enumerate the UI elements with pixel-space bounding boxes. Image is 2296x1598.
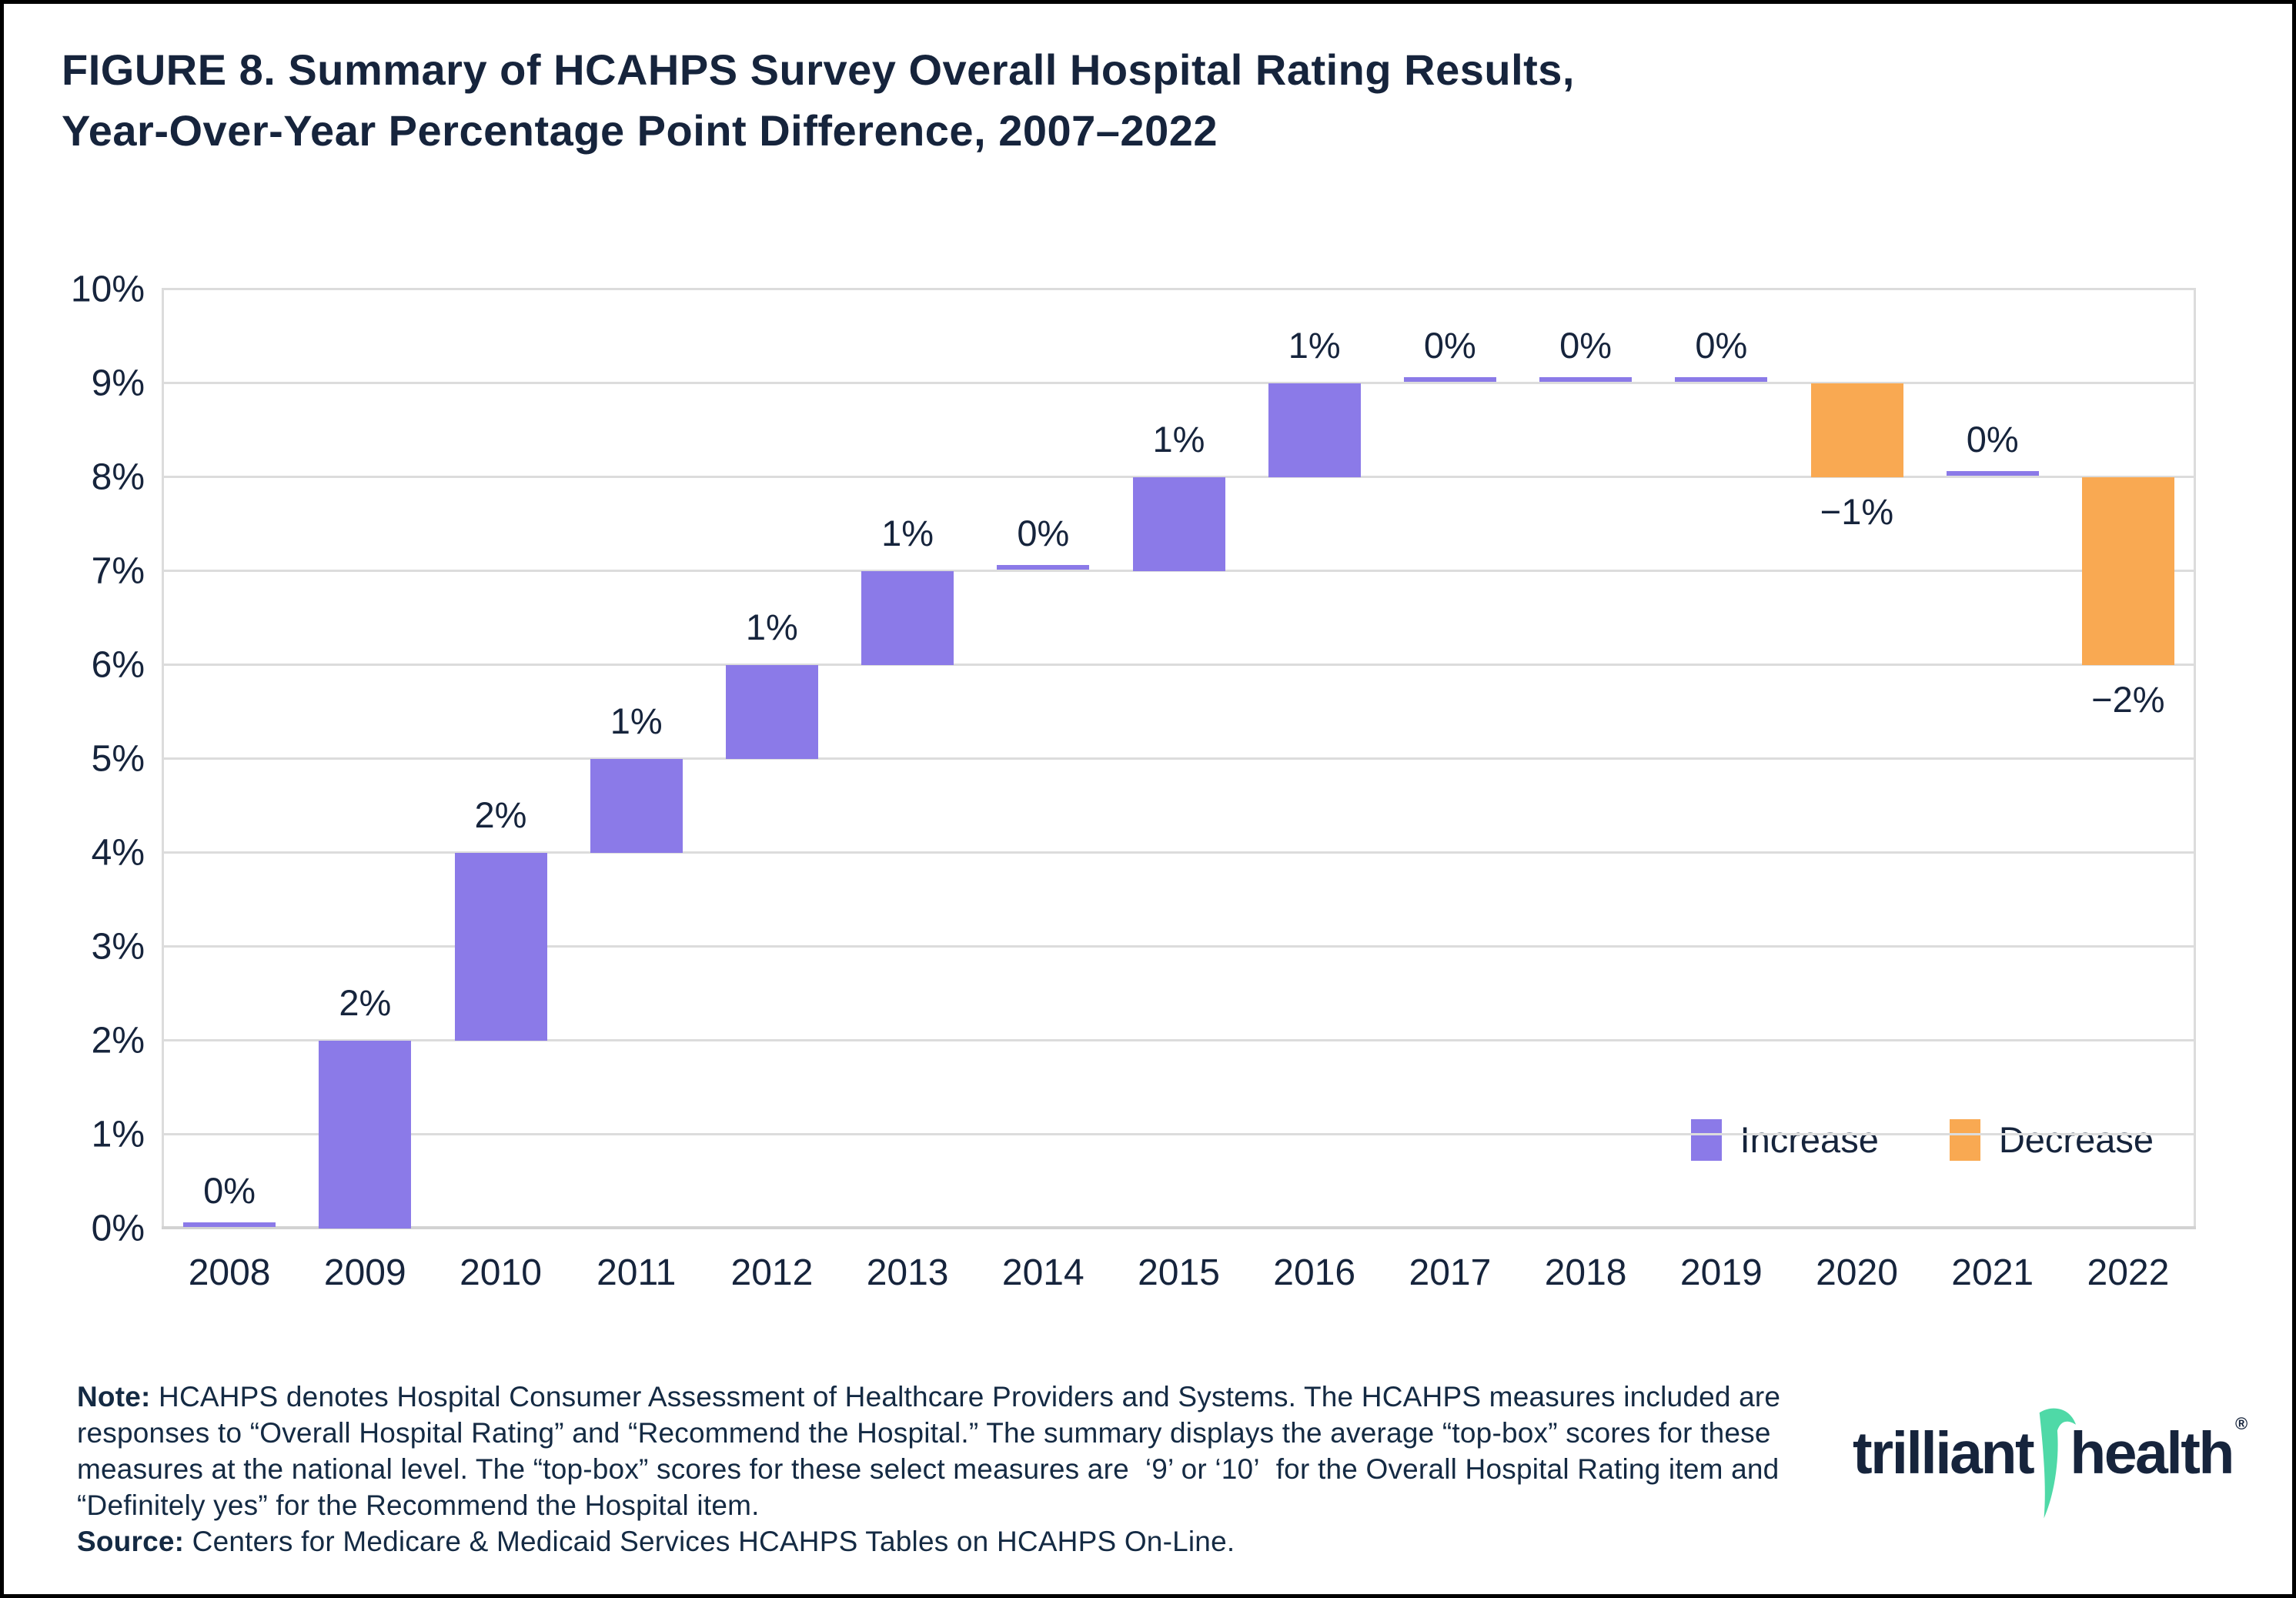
y-axis-tick-4%: 4% <box>91 832 145 874</box>
bar-2020 <box>1810 383 1903 477</box>
figure-title: FIGURE 8. Summary of HCAHPS Survey Overa… <box>62 39 1575 161</box>
bar-2016 <box>1268 383 1361 477</box>
value-label-2018: 0% <box>1559 325 1613 366</box>
bar-2009 <box>319 1041 412 1229</box>
source-label: Source: <box>77 1526 185 1557</box>
legend-label-increase: Increase <box>1740 1119 1879 1160</box>
gridline-0% <box>162 1226 2196 1229</box>
bar-2012 <box>725 665 818 759</box>
x-axis-tick-2014: 2014 <box>1001 1252 1085 1293</box>
legend-item-decrease: Decrease <box>1949 1118 2154 1161</box>
y-axis-tick-5%: 5% <box>91 738 145 780</box>
bar-2022 <box>2081 477 2174 665</box>
gridline-9% <box>162 382 2196 384</box>
value-label-2019: 0% <box>1695 325 1748 366</box>
increase-color-swatch <box>1690 1118 1722 1161</box>
zero-marker-2018 <box>1539 377 1633 382</box>
y-axis-tick-2%: 2% <box>91 1020 145 1061</box>
gridline-8% <box>162 476 2196 478</box>
note-line-2: responses to “Overall Hospital Rating” a… <box>77 1417 1771 1449</box>
logo-swoosh-icon <box>2039 1408 2077 1519</box>
note-line-3: measures at the national level. The “top… <box>77 1453 1780 1485</box>
value-label-2013: 1% <box>881 513 934 553</box>
legend-label-decrease: Decrease <box>1998 1119 2154 1160</box>
gridline-4% <box>162 851 2196 854</box>
x-axis-tick-2017: 2017 <box>1409 1252 1492 1293</box>
x-axis-tick-2013: 2013 <box>866 1252 949 1293</box>
x-axis-tick-2020: 2020 <box>1816 1252 1898 1293</box>
bar-2011 <box>590 759 683 853</box>
value-label-2021: 0% <box>1966 419 2019 460</box>
value-label-2014: 0% <box>1017 513 1070 553</box>
zero-marker-2019 <box>1675 377 1768 382</box>
y-axis-tick-8%: 8% <box>91 456 145 498</box>
source-line: Source: Centers for Medicare & Medicaid … <box>77 1526 1235 1557</box>
zero-marker-2008 <box>183 1222 276 1227</box>
note-line-4: “Definitely yes” for the Recommend the H… <box>77 1489 760 1521</box>
value-label-2010: 2% <box>474 794 527 835</box>
gridline-5% <box>162 757 2196 760</box>
value-label-2022: −2% <box>2091 679 2165 720</box>
zero-marker-2014 <box>997 565 1090 570</box>
value-label-2016: 1% <box>1288 325 1341 366</box>
x-axis-tick-2012: 2012 <box>730 1252 814 1293</box>
gridline-10% <box>162 288 2196 290</box>
x-axis-tick-2009: 2009 <box>323 1252 406 1293</box>
y-axis-tick-6%: 6% <box>91 644 145 686</box>
bar-2013 <box>861 571 954 665</box>
x-axis-tick-2018: 2018 <box>1544 1252 1627 1293</box>
value-label-2012: 1% <box>745 607 798 647</box>
note-label: Note: <box>77 1381 151 1412</box>
x-axis-tick-2022: 2022 <box>2087 1252 2170 1293</box>
x-axis-tick-2016: 2016 <box>1273 1252 1356 1293</box>
y-axis-tick-1%: 1% <box>91 1114 145 1155</box>
y-axis-tick-9%: 9% <box>91 363 145 404</box>
y-axis-tick-7%: 7% <box>91 550 145 592</box>
note-line-1: Note: HCAHPS denotes Hospital Consumer A… <box>77 1381 1781 1412</box>
chart-legend: Increase Decrease <box>1690 1118 2154 1161</box>
x-axis-tick-2019: 2019 <box>1679 1252 1763 1293</box>
x-axis-tick-2011: 2011 <box>597 1252 677 1293</box>
zero-marker-2021 <box>1946 471 2039 476</box>
value-label-2011: 1% <box>610 700 663 741</box>
x-axis-tick-2015: 2015 <box>1138 1252 1220 1293</box>
logo-word-health: health <box>2070 1419 2234 1486</box>
value-label-2020: −1% <box>1820 491 1894 532</box>
x-axis-tick-2021: 2021 <box>1951 1252 2034 1293</box>
figure-title-line1: FIGURE 8. Summary of HCAHPS Survey Overa… <box>62 45 1575 94</box>
legend-item-increase: Increase <box>1690 1118 1879 1161</box>
y-axis-tick-10%: 10% <box>70 269 145 310</box>
decrease-color-swatch <box>1949 1118 1980 1161</box>
gridline-3% <box>162 945 2196 948</box>
value-label-2017: 0% <box>1423 325 1476 366</box>
gridline-1% <box>162 1133 2196 1135</box>
value-label-2015: 1% <box>1152 419 1205 460</box>
note-block: Note: HCAHPS denotes Hospital Consumer A… <box>77 1379 1780 1560</box>
value-label-2009: 2% <box>339 982 392 1023</box>
zero-marker-2017 <box>1403 377 1496 382</box>
registered-trademark-symbol: ® <box>2234 1414 2248 1433</box>
y-axis-tick-0%: 0% <box>91 1208 145 1249</box>
waterfall-chart-plot-area: Increase Decrease 0% 1% 2% 3% 4% 5% 6% 7% 8% 9% 10… <box>71 269 2196 1293</box>
x-axis-tick-2010: 2010 <box>460 1252 542 1293</box>
y-axis-tick-3%: 3% <box>91 926 145 968</box>
gridline-2% <box>162 1039 2196 1041</box>
x-axis-tick-2008: 2008 <box>188 1252 271 1293</box>
bar-2010 <box>454 853 547 1041</box>
gridline-6% <box>162 664 2196 666</box>
bar-2015 <box>1132 477 1225 571</box>
figure-title-line2: Year-Over-Year Percentage Point Differen… <box>62 106 1218 155</box>
value-label-2008: 0% <box>203 1170 256 1211</box>
trilliant-health-logo: trilliant health ® <box>1853 1408 2248 1519</box>
logo-word-trilliant: trilliant <box>1853 1419 2035 1486</box>
